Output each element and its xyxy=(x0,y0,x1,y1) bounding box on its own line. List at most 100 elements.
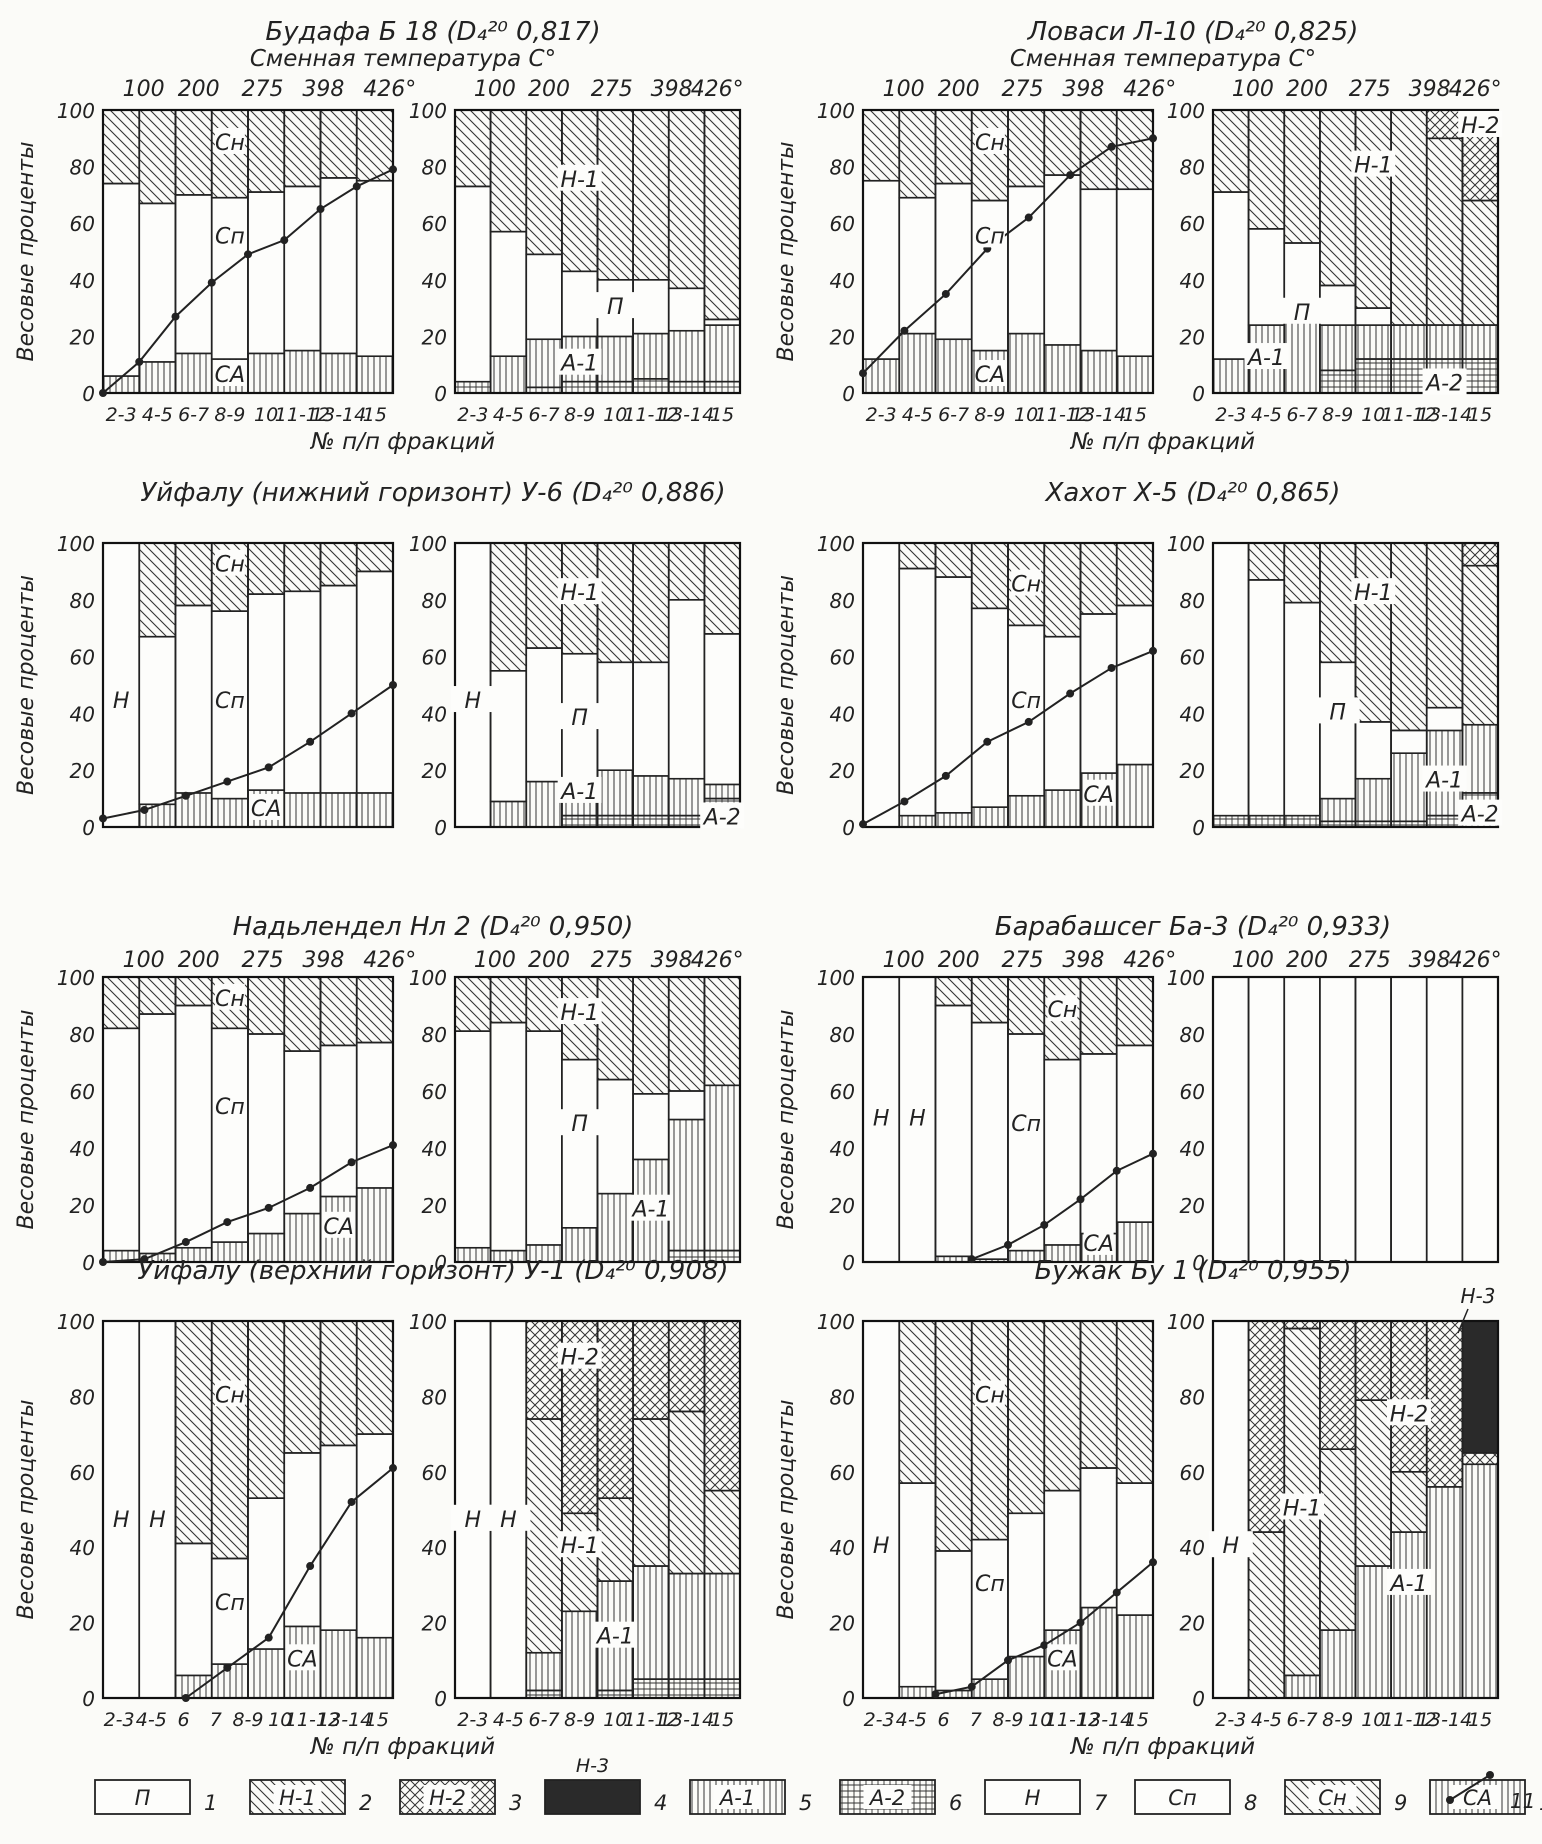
line-point xyxy=(389,681,397,689)
chart-panel-7: Бужак Бу 1 (D₄²⁰ 0,955) Весовые проценты 0… xyxy=(774,1256,1500,1760)
bar-segment-a1 xyxy=(703,1572,741,1680)
y-tick-label: 60 xyxy=(1180,1461,1205,1485)
segment-label: Н-3 xyxy=(1461,1284,1496,1308)
chart-title: Барабашсег Ба-3 (D₄²⁰ 0,933) xyxy=(995,912,1391,942)
segment-label: Сп xyxy=(1011,689,1041,714)
bar-segment-p xyxy=(1354,976,1392,1263)
legend-number: 1 xyxy=(204,1791,217,1815)
bar-segment-cn xyxy=(138,976,177,1015)
segment-label: П xyxy=(607,295,624,320)
y-tick-label: 0 xyxy=(1192,816,1205,840)
bar-segment-a1 xyxy=(1390,1531,1428,1699)
bar-segment-a2 xyxy=(1461,358,1499,394)
line-point xyxy=(306,1562,315,1571)
temp-tick: 100 xyxy=(123,77,165,102)
bar-segment-cp xyxy=(934,1004,973,1258)
x-tick-label: 10 xyxy=(1028,1709,1052,1731)
line-point xyxy=(1076,1618,1085,1627)
segment-label: Н-2 xyxy=(1390,1402,1428,1427)
bar-segment-cn xyxy=(862,109,901,182)
x-tick-label: 15 xyxy=(710,1709,734,1731)
temp-header-label: Сменная температура С° xyxy=(1010,46,1316,72)
x-tick-label: 4-5 xyxy=(1251,404,1282,426)
cumulative-line xyxy=(862,649,1154,826)
bar-segment-p xyxy=(525,253,563,341)
bar-segment-ca xyxy=(1115,355,1154,394)
x-tick-label: 6-7 xyxy=(1287,404,1318,426)
temp-tick: 275 xyxy=(242,77,284,102)
bar-segment-a2 xyxy=(1425,814,1464,828)
bar-segment-n2 xyxy=(525,1320,563,1420)
x-tick-label: 11-12 xyxy=(1035,404,1090,426)
bar-segment-p xyxy=(1354,307,1392,326)
y-tick-label: 20 xyxy=(70,1612,95,1636)
y-tick-label: 20 xyxy=(1180,325,1205,349)
segment-label: Н-1 xyxy=(1283,1497,1321,1522)
bar-segment-n1 xyxy=(525,1418,563,1654)
bar-segment-a1 xyxy=(703,324,741,383)
bar-segment-ca xyxy=(283,349,322,394)
y-tick-label: 60 xyxy=(422,212,447,236)
label-bg xyxy=(1083,1228,1114,1255)
bar-segment-a1 xyxy=(1319,1629,1357,1699)
segment-label: Н xyxy=(465,1508,482,1533)
bar-segment-p xyxy=(1212,976,1250,1263)
bar-segment-a2 xyxy=(632,378,670,394)
bar-segment-cn xyxy=(1115,976,1154,1047)
bar-segment-cn xyxy=(1007,109,1046,188)
label-bg xyxy=(214,983,245,1010)
panel-border xyxy=(101,108,395,395)
segment-label: А-2 xyxy=(1424,372,1463,397)
x-tick-label: 7 xyxy=(210,1709,222,1731)
legend-number: 8 xyxy=(1244,1791,1257,1815)
temp-tick: 100 xyxy=(123,948,165,973)
chart-title: Ловаси Л-10 (D₄²⁰ 0,825) xyxy=(1027,17,1359,47)
bar-segment-p xyxy=(667,287,706,332)
bar-segment-n2 xyxy=(1283,1320,1321,1330)
x-tick-label: 10 xyxy=(1361,404,1385,426)
chart-panel-1: Ловаси Л-10 (D₄²⁰ 0,825)Сменная температ… xyxy=(774,17,1503,455)
segment-label: Н-2 xyxy=(1461,114,1499,139)
bar-segment-n1 xyxy=(1247,109,1286,230)
bar-segment-cn xyxy=(174,542,213,607)
y-tick-label: 60 xyxy=(422,646,447,670)
label-bg xyxy=(557,578,602,605)
bar-segment-cn xyxy=(319,542,358,587)
bar-segment-p xyxy=(596,1078,634,1195)
label-bg xyxy=(1011,1109,1042,1136)
temp-tick: 200 xyxy=(938,77,980,102)
legend-label: П xyxy=(135,1786,151,1810)
y-tick-label: 0 xyxy=(434,1687,447,1711)
bar-segment-cp xyxy=(1007,1512,1046,1658)
bar-segment-cp xyxy=(283,1050,322,1215)
label-bg xyxy=(214,360,245,387)
bar-segment-a2 xyxy=(525,1689,563,1699)
line-point xyxy=(181,1238,190,1247)
bar-segment-cp xyxy=(1115,1044,1154,1223)
bar-segment-cn xyxy=(1079,976,1118,1055)
y-tick-label: 0 xyxy=(434,1251,447,1275)
segment-label: Н-1 xyxy=(560,1001,598,1026)
bar-segment-cn xyxy=(247,542,286,595)
segment-label: Н xyxy=(113,1508,130,1533)
label-bg xyxy=(866,1531,897,1558)
y-tick-label: 40 xyxy=(830,702,855,726)
label-bg xyxy=(1047,995,1078,1022)
x-tick-label: 13-14 xyxy=(1071,404,1126,426)
bar-segment-a2 xyxy=(454,380,492,394)
temp-tick: 426° xyxy=(363,948,416,973)
line-point xyxy=(316,205,325,214)
label-bg xyxy=(106,686,137,713)
legend-line-point xyxy=(1486,1771,1494,1779)
x-tick-label: 15 xyxy=(365,1709,389,1731)
y-tick-label: 0 xyxy=(1192,382,1205,406)
label-bg xyxy=(557,703,602,730)
line-point xyxy=(1024,213,1033,222)
legend-number: 5 xyxy=(799,1791,812,1815)
bar-segment-n1 xyxy=(1319,542,1357,664)
bar-segment-a1 xyxy=(632,1565,670,1680)
bar-segment-n1 xyxy=(1212,109,1250,193)
label-bg xyxy=(557,1531,602,1558)
y-tick-label: 20 xyxy=(1180,1612,1205,1636)
temp-tick: 200 xyxy=(178,77,220,102)
